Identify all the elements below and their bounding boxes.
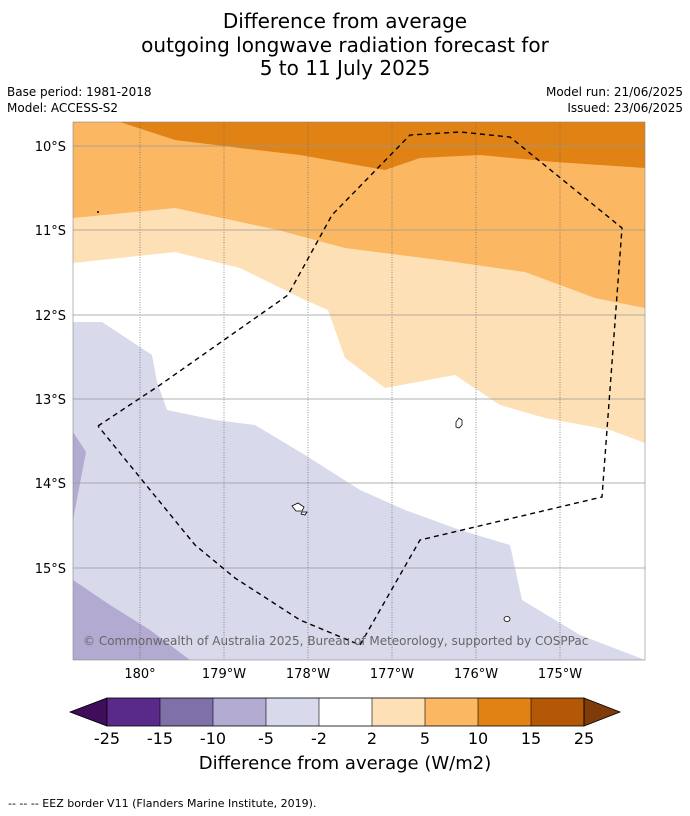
lat-label-10s: 10°S — [35, 140, 66, 155]
colorbar-label-minus25: -25 — [93, 729, 121, 748]
colorbar-bin-3 — [213, 698, 266, 726]
longitude-gridlines — [139, 122, 561, 660]
colorbar — [68, 697, 622, 727]
colorbar-bin-7 — [425, 698, 478, 726]
colorbar-label-minus5: -5 — [258, 729, 274, 748]
copyright-notice: © Commonwealth of Australia 2025, Bureau… — [83, 634, 588, 648]
colorbar-label-minus15: -15 — [146, 729, 174, 748]
island-northwest-dot — [97, 211, 99, 213]
latitude-labels: 10°S 11°S 12°S 13°S 14°S 15°S — [35, 140, 66, 577]
lon-label-175w: 175°W — [538, 667, 582, 682]
colorbar-label-25: 25 — [573, 729, 595, 748]
colorbar-bin-2 — [160, 698, 213, 726]
eez-border — [97, 131, 623, 646]
anomaly-region-purple-west — [73, 432, 86, 520]
colorbar-bin-5 — [319, 698, 372, 726]
base-period: Base period: 1981-2018 — [7, 85, 152, 99]
island-group-central — [291, 502, 308, 516]
anomaly-region-orange — [73, 122, 645, 308]
latitude-gridlines — [73, 145, 645, 569]
lat-label-12s: 12°S — [35, 309, 66, 324]
title-line-2: outgoing longwave radiation forecast for — [141, 33, 549, 57]
title-line-3: 5 to 11 July 2025 — [259, 56, 431, 80]
longitude-labels: 180° 179°W 178°W 177°W 176°W 175°W — [124, 667, 582, 682]
colorbar-dividers — [159, 698, 532, 726]
lon-label-179w: 179°W — [202, 667, 246, 682]
anomaly-region-light-purple — [73, 322, 645, 660]
colorbar-bin-1 — [107, 698, 160, 726]
map-figure: © Commonwealth of Australia 2025, Bureau… — [35, 121, 646, 682]
eez-footnote: -- -- -- EEZ border V11 (Flanders Marine… — [8, 797, 317, 810]
colorbar-label-10: 10 — [467, 729, 489, 748]
colorbar-bin-9 — [531, 698, 584, 726]
colorbar-title: Difference from average (W/m2) — [198, 753, 492, 774]
map-frame — [72, 121, 646, 661]
anomaly-region-purple-southwest — [73, 580, 190, 660]
colorbar-bin-6 — [372, 698, 425, 726]
colorbar-extend-high — [583, 697, 622, 727]
colorbar-frame — [106, 697, 585, 727]
island-rotuma-like — [455, 417, 463, 429]
model-run: Model run: 21/06/2025 — [545, 85, 683, 99]
lon-label-180: 180° — [124, 667, 155, 682]
colorbar-extend-low — [68, 697, 108, 727]
lon-label-177w: 177°W — [370, 667, 414, 682]
colorbar-bin-8 — [478, 698, 531, 726]
colorbar-label-5: 5 — [419, 729, 431, 748]
lat-label-11s: 11°S — [35, 224, 66, 239]
model-name: Model: ACCESS-S2 — [7, 101, 119, 115]
lon-label-178w: 178°W — [286, 667, 330, 682]
title-line-1: Difference from average — [222, 9, 468, 33]
colorbar-label-minus10: -10 — [199, 729, 227, 748]
lon-label-176w: 176°W — [454, 667, 498, 682]
lat-label-14s: 14°S — [35, 477, 66, 492]
island-southeast — [503, 616, 511, 622]
issued-date: Issued: 23/06/2025 — [567, 101, 683, 115]
colorbar-label-minus2: -2 — [311, 729, 327, 748]
map-plot-area: © Commonwealth of Australia 2025, Bureau… — [73, 122, 645, 660]
lat-label-13s: 13°S — [35, 393, 66, 408]
colorbar-label-15: 15 — [520, 729, 542, 748]
colorbar-label-2: 2 — [366, 729, 378, 748]
lat-label-15s: 15°S — [35, 562, 66, 577]
colorbar-bin-4 — [266, 698, 319, 726]
